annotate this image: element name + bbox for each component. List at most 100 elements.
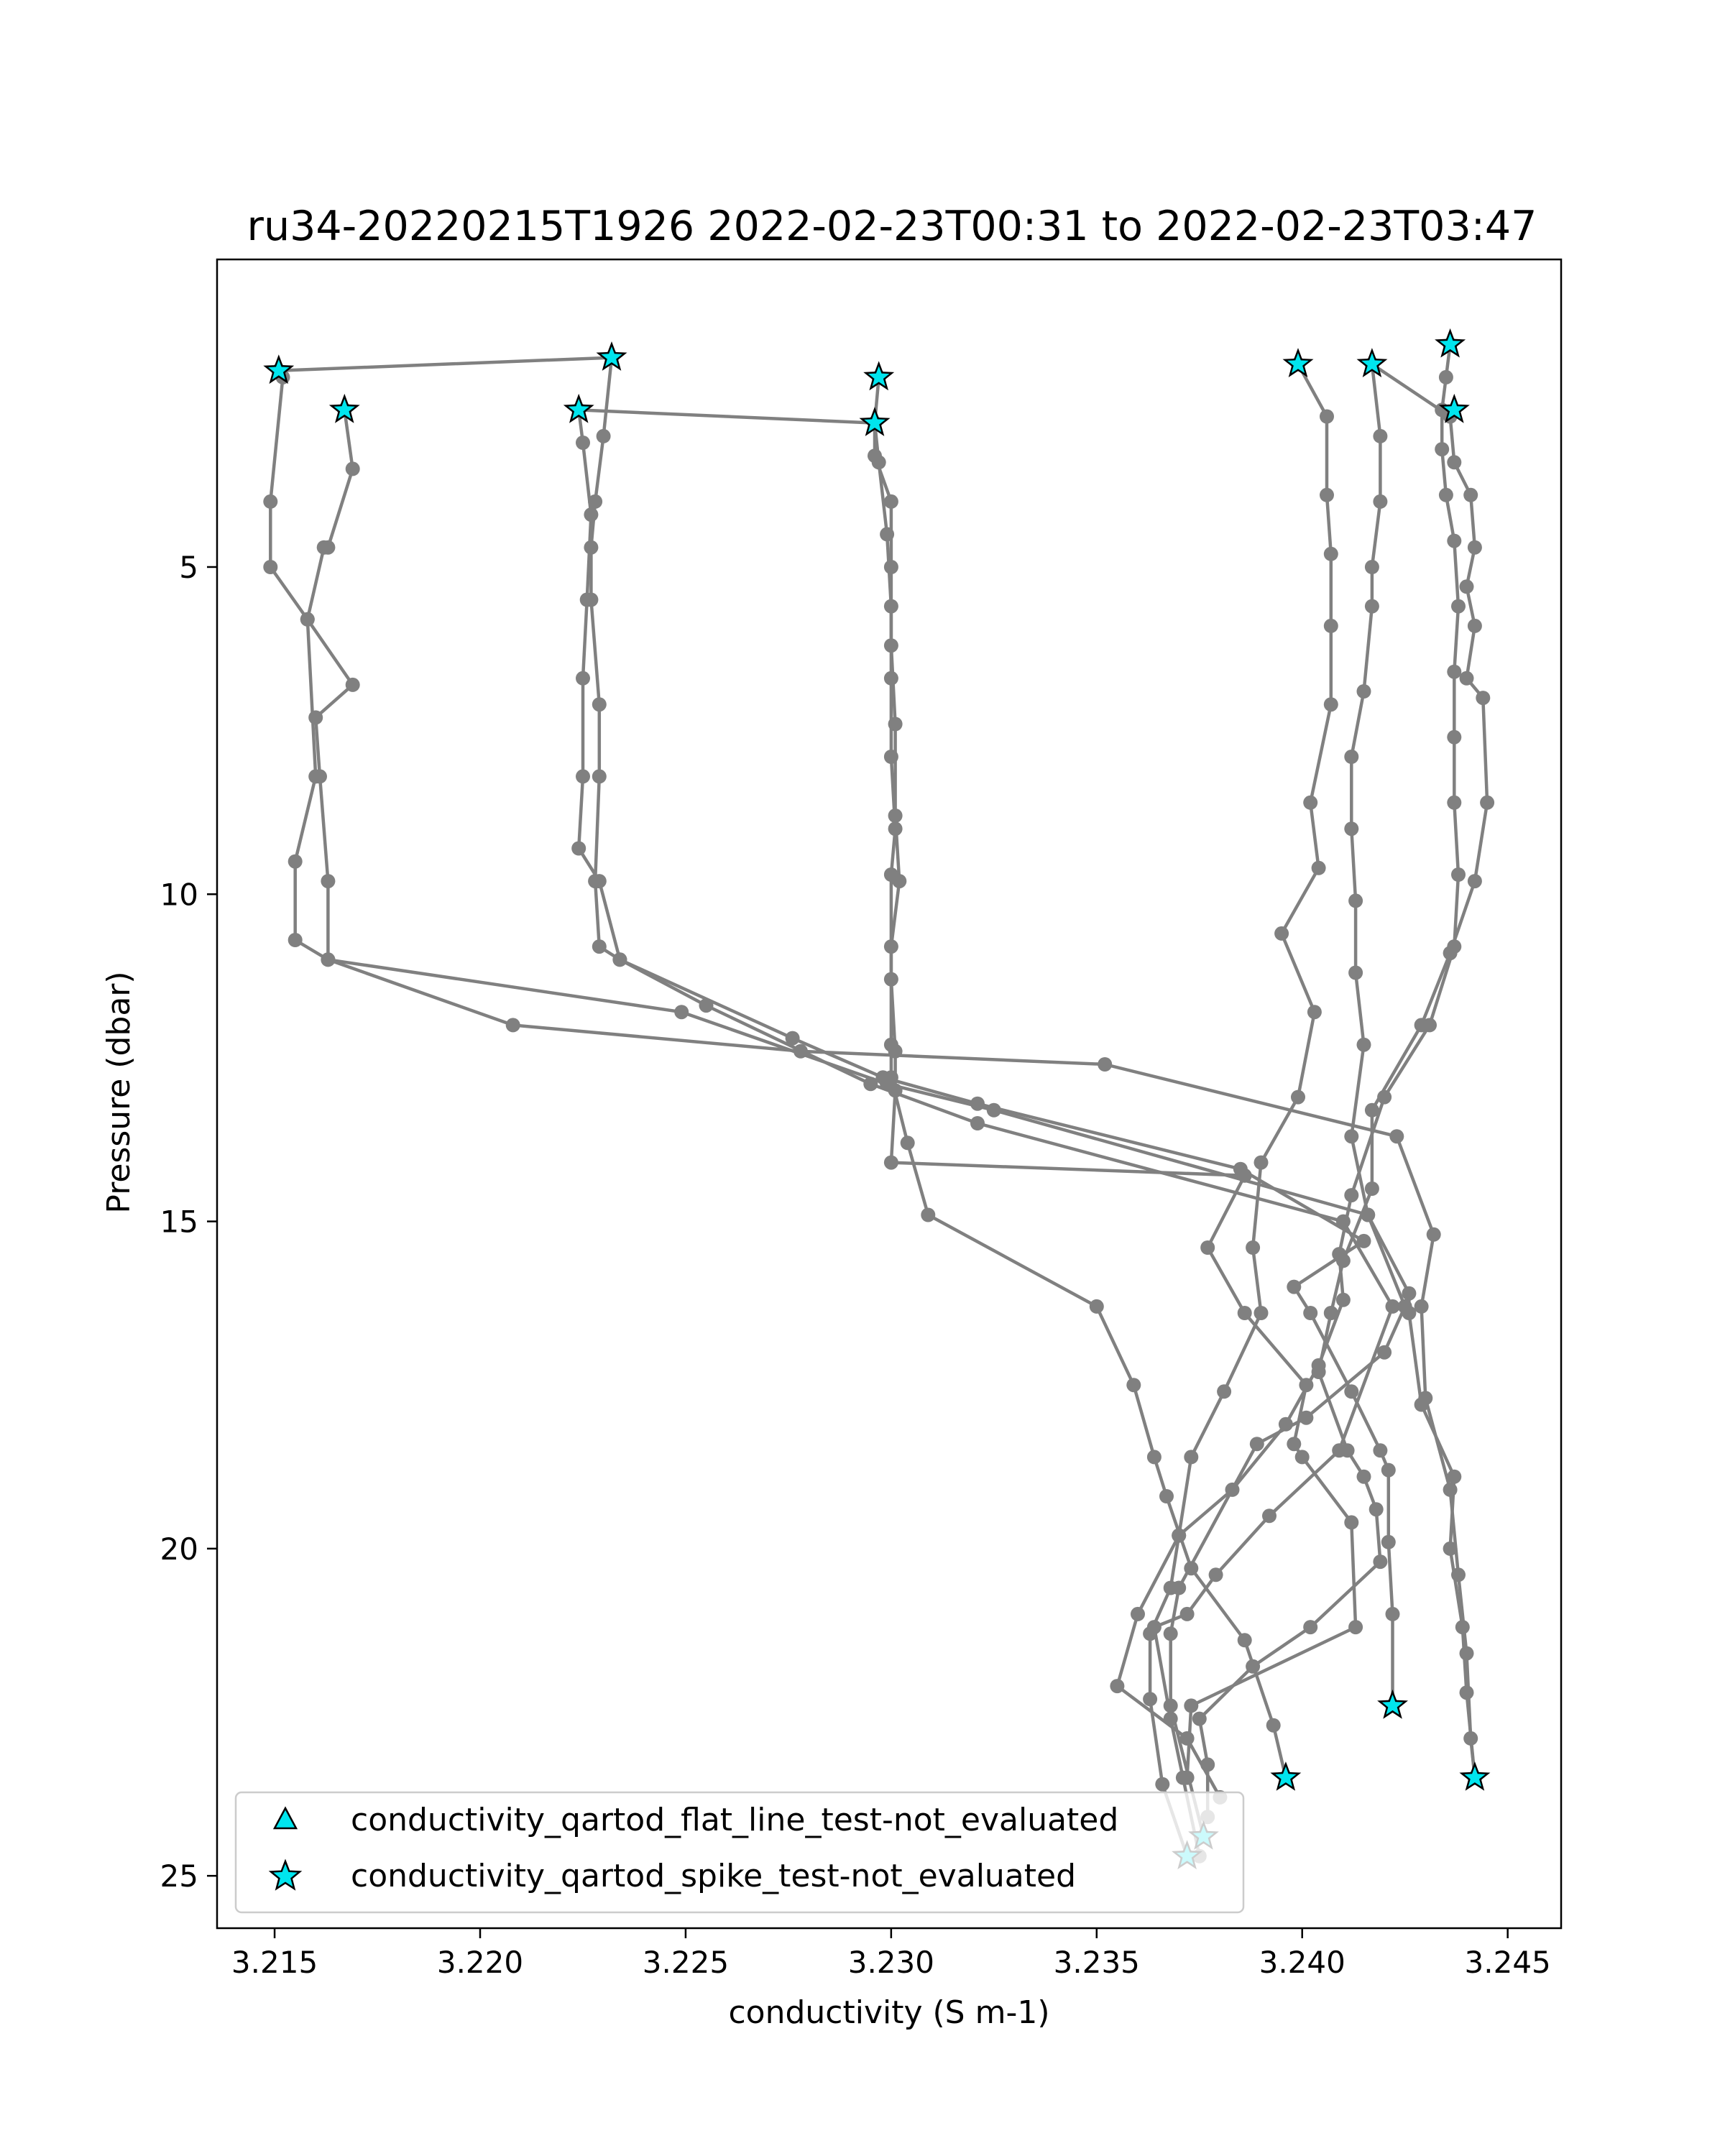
series-line-10 (1148, 344, 1460, 1857)
data-point (579, 592, 594, 607)
data-point (592, 697, 607, 712)
data-point (1217, 1384, 1232, 1399)
data-point (1287, 1437, 1302, 1452)
legend: conductivity_qartod_flat_line_test-not_e… (234, 1791, 1245, 1914)
data-point (1163, 1580, 1178, 1595)
data-point (1179, 1770, 1195, 1785)
spike-test-star-marker (563, 393, 594, 423)
data-point (1438, 369, 1453, 384)
data-point (288, 854, 303, 869)
data-point (1146, 1450, 1162, 1465)
series-line-2 (269, 369, 1407, 1838)
data-point (300, 612, 315, 627)
data-point (1299, 1410, 1314, 1425)
x-tick-label: 3.245 (1465, 1945, 1551, 1980)
data-point (883, 1037, 898, 1052)
data-point (1348, 893, 1363, 908)
data-point (1335, 1292, 1351, 1307)
data-point (1200, 1240, 1215, 1255)
data-point (970, 1116, 985, 1130)
data-point (1443, 1541, 1458, 1556)
data-point (1455, 1620, 1470, 1635)
data-point (596, 428, 611, 443)
data-point (1373, 1554, 1388, 1570)
plot-frame (216, 258, 1563, 1930)
data-point (592, 874, 607, 889)
spike-test-star-marker (1270, 1761, 1302, 1791)
data-point (1422, 1018, 1437, 1033)
data-point (1291, 1089, 1305, 1105)
data-point (1294, 1450, 1310, 1465)
spike-test-star-marker (1356, 348, 1388, 377)
data-point (1348, 1620, 1363, 1635)
data-point (1143, 1626, 1158, 1641)
data-point (1373, 1443, 1388, 1458)
data-point (1246, 1240, 1261, 1255)
data-point (1344, 750, 1359, 764)
data-point (921, 1207, 936, 1222)
data-point (1348, 965, 1363, 980)
data-point (1274, 926, 1289, 941)
data-point (868, 448, 882, 464)
data-point (1143, 1692, 1158, 1707)
data-point (1246, 1659, 1261, 1674)
data-point (263, 494, 278, 509)
data-point (1356, 684, 1371, 699)
data-point (321, 874, 336, 889)
data-point (888, 717, 903, 732)
data-point (1344, 1188, 1359, 1203)
data-point (1451, 867, 1466, 882)
data-point (1447, 939, 1462, 954)
y-tick-label: 15 (160, 1204, 198, 1240)
spike-test-star-marker (328, 393, 360, 423)
data-point (345, 461, 360, 476)
data-point (1307, 1005, 1322, 1020)
data-point (1254, 1155, 1269, 1170)
marker-layer (263, 328, 1491, 1870)
data-point (576, 671, 590, 686)
data-point (1344, 1515, 1359, 1530)
data-point (1435, 442, 1450, 457)
data-point (1447, 729, 1462, 745)
data-point (883, 494, 898, 509)
data-point (592, 769, 607, 784)
data-point (1332, 1247, 1347, 1262)
data-point (1364, 1181, 1379, 1196)
data-point (1323, 1306, 1338, 1320)
data-point (1208, 1567, 1223, 1583)
chart-title: ru34-20220215T1926 2022-02-23T00:31 to 2… (247, 203, 1537, 250)
y-axis: 5 10 15 20 25 (160, 550, 217, 1894)
y-tick-label: 10 (160, 877, 198, 912)
data-point (1192, 1711, 1207, 1726)
data-point (1364, 599, 1379, 614)
data-point (883, 560, 898, 574)
data-point (1098, 1057, 1113, 1072)
legend-box (234, 1791, 1245, 1914)
data-point (576, 769, 590, 784)
data-point (1163, 1626, 1178, 1641)
data-point (1262, 1508, 1276, 1524)
data-point (1385, 1606, 1400, 1621)
data-point (592, 939, 607, 954)
data-point (1184, 1450, 1199, 1465)
data-point (863, 1077, 878, 1092)
spike-test-star-marker (859, 407, 891, 436)
legend-star-icon (268, 1858, 303, 1891)
series-line-9 (1197, 362, 1489, 1818)
spike-test-star-marker (1438, 393, 1470, 423)
data-point (612, 952, 627, 967)
data-point (1463, 487, 1478, 502)
y-tick-label: 20 (160, 1531, 198, 1567)
spike-test-star-marker (596, 341, 627, 371)
data-point (288, 933, 303, 947)
data-point (1377, 1345, 1392, 1360)
data-point (1447, 455, 1462, 470)
data-point (1179, 1731, 1195, 1746)
x-tick-label: 3.235 (1054, 1945, 1140, 1980)
data-point (1237, 1168, 1252, 1183)
data-point (674, 1005, 689, 1020)
data-point (1356, 1037, 1371, 1052)
data-point (1131, 1606, 1145, 1621)
spike-test-star-marker (1377, 1689, 1408, 1719)
data-point (1344, 1384, 1359, 1399)
